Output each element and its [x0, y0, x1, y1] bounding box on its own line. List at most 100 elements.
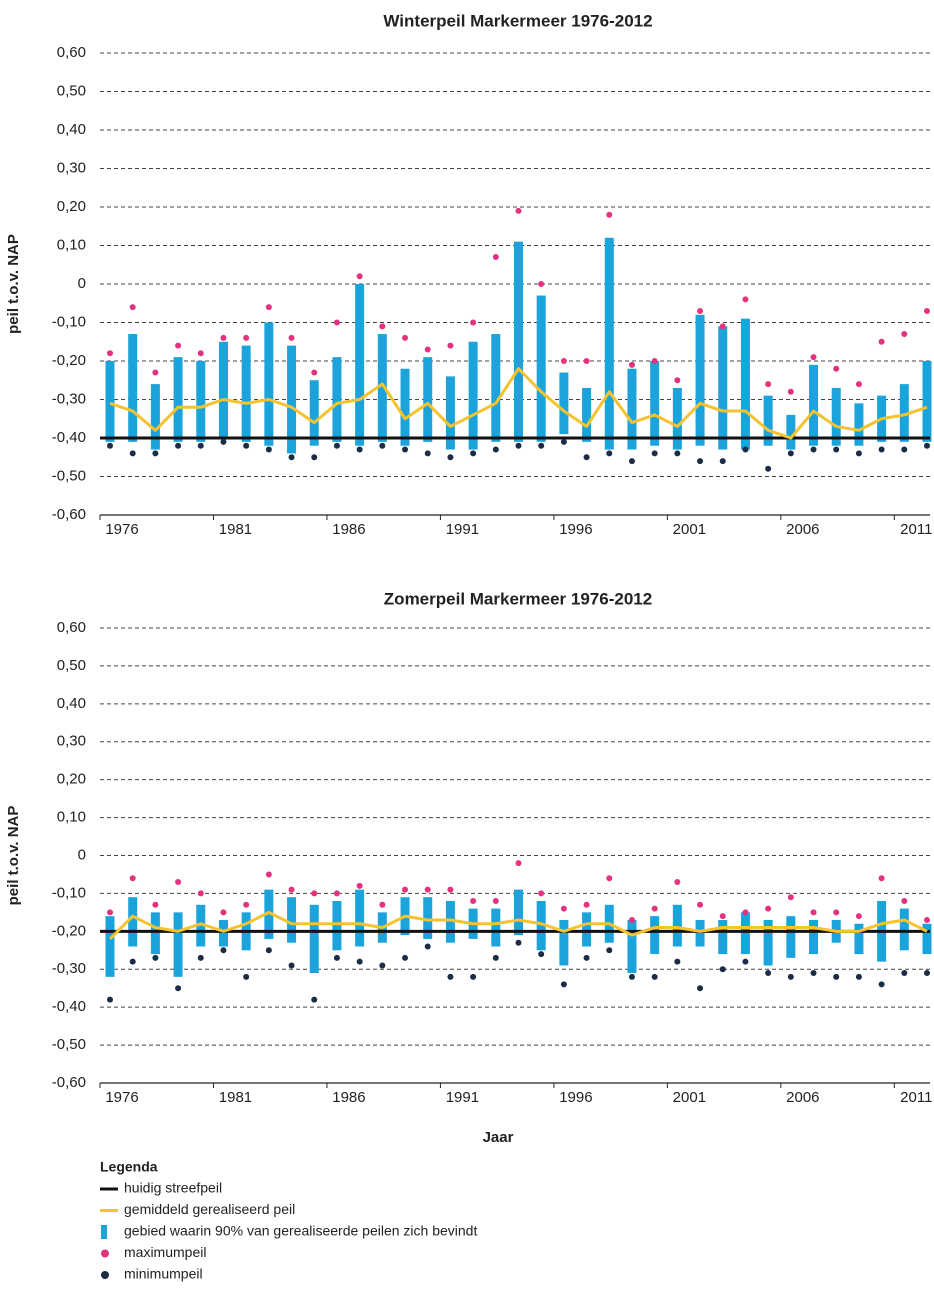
range-bar	[854, 923, 864, 955]
min-dot	[152, 450, 159, 457]
range-bar	[536, 901, 546, 951]
y-tick-label: -0,50	[52, 1036, 86, 1053]
range-bar	[582, 387, 592, 442]
min-dot	[265, 947, 272, 954]
min-dot	[674, 958, 681, 965]
x-tick-label: 1976	[105, 521, 138, 538]
min-dot	[379, 442, 386, 449]
range-bar	[899, 384, 909, 442]
range-bar	[173, 357, 183, 442]
range-bar	[786, 414, 796, 450]
max-dot	[152, 369, 159, 376]
min-dot	[107, 996, 113, 1003]
x-tick-label: 1991	[446, 521, 479, 538]
min-dot	[492, 446, 499, 453]
legend-icon	[101, 1249, 109, 1258]
max-dot	[447, 342, 454, 349]
range-bar	[150, 912, 160, 955]
min-dot	[220, 438, 227, 445]
legend-label: huidig streefpeil	[124, 1180, 222, 1196]
max-dot	[560, 905, 567, 912]
range-bar	[809, 364, 819, 446]
y-tick-label: 0,40	[57, 695, 86, 712]
min-dot	[765, 465, 772, 472]
min-dot	[515, 442, 522, 449]
y-tick-label: -0,30	[52, 390, 86, 407]
x-tick-label: 2006	[786, 521, 819, 538]
min-dot	[901, 446, 908, 453]
range-bar	[445, 376, 455, 450]
x-tick-label: 1996	[559, 521, 592, 538]
range-bar	[536, 295, 546, 442]
chart-title: Zomerpeil Markermeer 1976-2012	[384, 589, 652, 608]
max-dot	[492, 254, 499, 261]
max-dot	[311, 890, 318, 897]
min-dot	[402, 954, 409, 961]
range-bar	[150, 384, 160, 450]
max-dot	[288, 886, 295, 893]
max-dot	[492, 898, 499, 904]
max-dot	[356, 273, 363, 280]
y-tick-label: 0,30	[57, 733, 86, 750]
max-dot	[538, 890, 545, 897]
max-dot	[243, 334, 250, 341]
max-dot	[333, 890, 340, 897]
min-dot	[878, 446, 885, 453]
x-tick-label: 1976	[105, 1089, 138, 1106]
range-bar	[196, 904, 206, 947]
range-bar	[831, 387, 841, 446]
chart-title: Winterpeil Markermeer 1976-2012	[383, 11, 652, 30]
range-bar	[355, 284, 365, 446]
min-dot	[288, 962, 295, 969]
max-dot	[538, 281, 545, 287]
max-dot	[583, 901, 590, 908]
range-bar	[196, 361, 206, 442]
min-dot	[583, 954, 590, 961]
min-dot	[243, 973, 250, 980]
min-dot	[628, 458, 635, 465]
range-bar	[287, 345, 297, 454]
max-dot	[628, 916, 635, 923]
max-dot	[152, 901, 159, 908]
min-dot	[560, 438, 567, 445]
min-dot	[697, 985, 704, 992]
y-tick-label: 0,60	[57, 619, 86, 636]
range-bar	[627, 919, 637, 974]
min-dot	[765, 970, 772, 977]
x-tick-label: 1996	[559, 1089, 592, 1106]
legend-title: Legenda	[100, 1159, 158, 1175]
range-bar	[491, 908, 501, 947]
y-tick-label: 0,10	[57, 809, 86, 826]
min-dot	[560, 981, 567, 988]
min-dot	[742, 446, 749, 453]
min-dot	[787, 450, 794, 457]
range-bar	[718, 326, 728, 450]
legend-label: gemiddeld gerealiseerd peil	[124, 1201, 295, 1217]
min-dot	[129, 450, 136, 457]
min-dot	[447, 973, 454, 980]
y-tick-label: -0,10	[52, 884, 86, 901]
y-tick-label: 0,30	[57, 159, 86, 176]
max-dot	[651, 905, 658, 912]
mean-line	[109, 367, 928, 440]
min-dot	[356, 958, 363, 965]
max-dot	[674, 879, 681, 886]
max-dot	[787, 894, 794, 901]
max-dot	[379, 901, 386, 908]
range-bar	[128, 897, 138, 947]
range-bar	[582, 912, 592, 947]
max-dot	[356, 882, 363, 889]
legend-label: maximumpeil	[124, 1244, 206, 1260]
range-bar	[218, 919, 228, 947]
min-dot	[674, 450, 681, 457]
max-dot	[197, 890, 204, 897]
min-dot	[265, 446, 272, 453]
range-bar	[763, 395, 773, 446]
min-dot	[424, 450, 431, 457]
min-dot	[833, 446, 840, 453]
max-dot	[470, 898, 477, 904]
max-dot	[697, 901, 704, 908]
min-dot	[697, 458, 704, 465]
range-bar	[809, 919, 819, 955]
range-bar	[514, 889, 523, 936]
